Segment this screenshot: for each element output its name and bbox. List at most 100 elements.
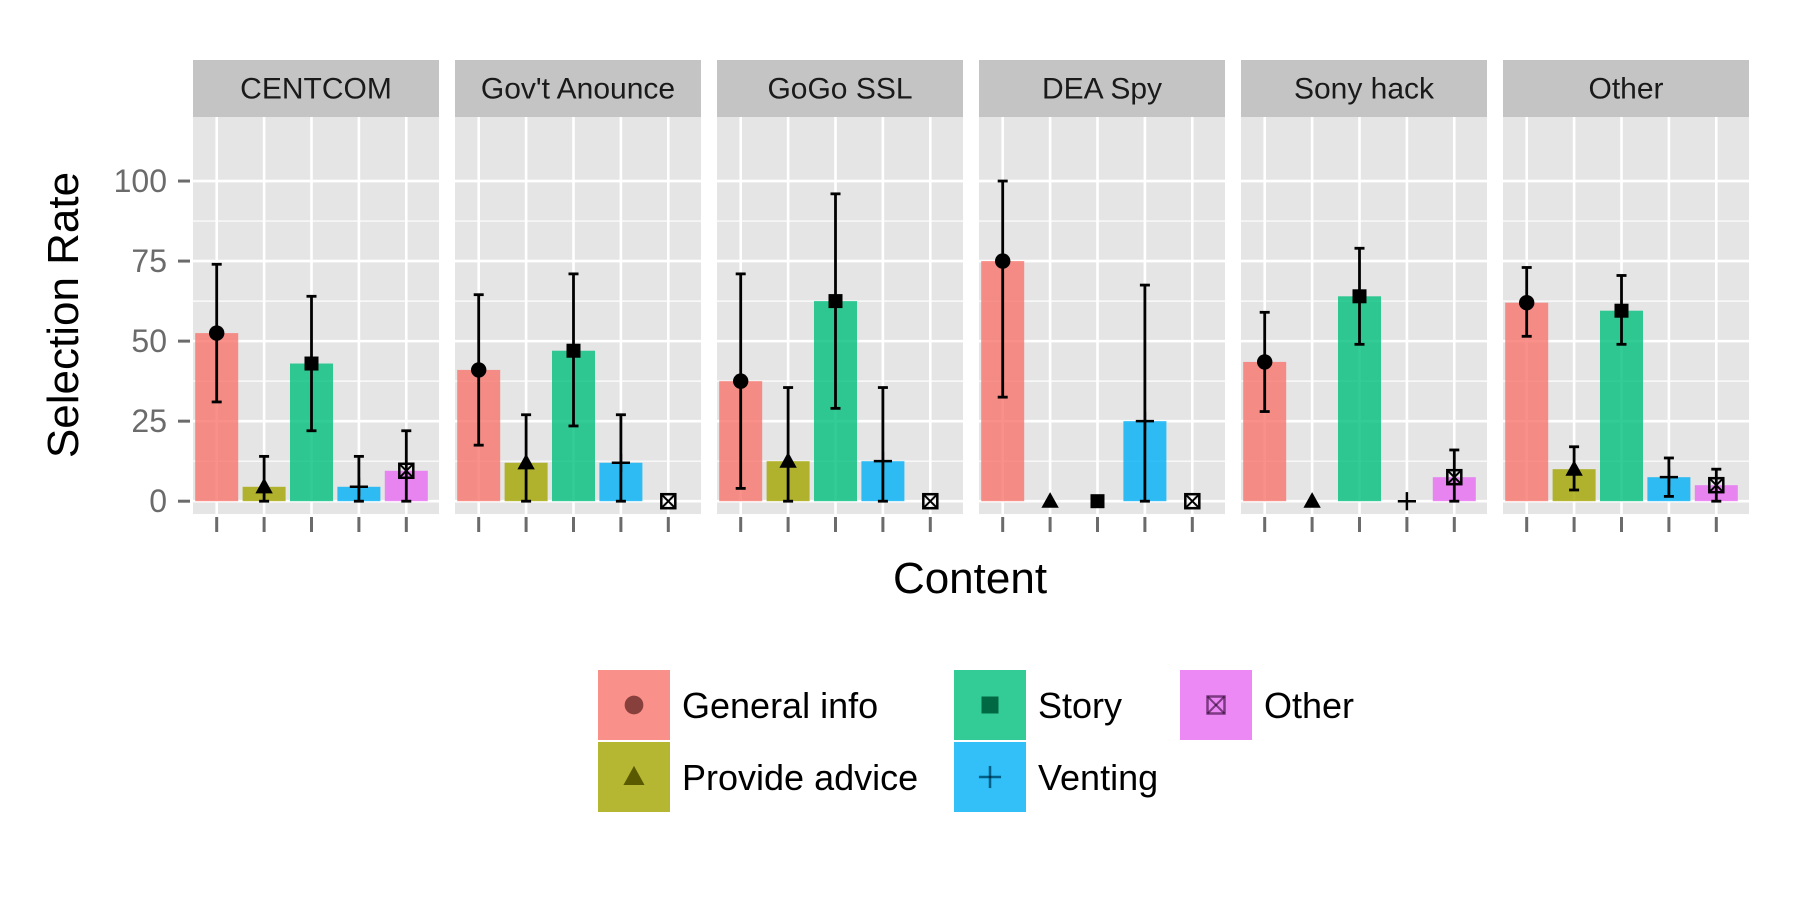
- y-tick-label: 25: [131, 403, 167, 439]
- legend-label: General info: [682, 685, 878, 726]
- facet-gov-t-anounce: Gov't Anounce: [455, 60, 701, 532]
- y-tick-label: 50: [131, 323, 167, 359]
- point-provide-advice: [517, 453, 535, 470]
- point-other-d2: [1708, 477, 1725, 493]
- error-bar-venting: [877, 386, 888, 503]
- facet-title: GoGo SSL: [767, 73, 912, 106]
- facet-strip: [1241, 60, 1487, 117]
- point-story: [304, 356, 319, 371]
- point-other: [398, 462, 415, 480]
- error-bar-venting: [1139, 283, 1150, 503]
- point-other-box: [660, 492, 677, 510]
- point-provide-advice: [255, 477, 273, 494]
- error-bar-general-info: [997, 179, 1008, 399]
- point-general-info: [1519, 294, 1535, 311]
- point-story: [1352, 289, 1367, 304]
- legend-marker: [978, 765, 1002, 789]
- facet-gogo-ssl: GoGo SSL: [717, 60, 963, 532]
- facet-dea-spy: DEA Spy: [979, 60, 1225, 532]
- point-other-d2: [1446, 469, 1463, 485]
- y-axis-title: Selection Rate: [39, 172, 88, 458]
- facet-strip: [193, 60, 439, 117]
- panels: CENTCOM Gov't Anounce GoGo SSL DEA Spy Sony …: [193, 60, 1749, 532]
- y-tick-label: 0: [149, 483, 167, 519]
- legend-item-story: Story: [954, 670, 1122, 740]
- point-other-d2: [922, 493, 939, 509]
- point-venting: [611, 453, 630, 472]
- legend-marker-shade-box: [1206, 695, 1226, 715]
- legend-label: Story: [1038, 685, 1122, 726]
- facet-centcom: CENTCOM: [193, 60, 439, 532]
- point-story: [566, 343, 581, 358]
- facet-other: Other: [1503, 60, 1749, 532]
- legend-marker-shade: [978, 765, 1002, 789]
- point-venting: [1135, 412, 1154, 431]
- legend-item-provide-advice: Provide advice: [598, 742, 918, 812]
- point-other: [1184, 492, 1201, 510]
- point-other: [922, 492, 939, 510]
- legend-marker-d2: [1206, 695, 1226, 715]
- legend-marker-shade: [1206, 695, 1226, 715]
- facet-title: Other: [1588, 73, 1663, 106]
- point-other: [1446, 468, 1463, 486]
- error-bar-other: [1449, 448, 1460, 503]
- y-tick-label: 100: [114, 163, 167, 199]
- facet-strip: [455, 60, 701, 117]
- legend-marker-shade: [624, 695, 644, 715]
- point-other: [1708, 476, 1725, 494]
- point-other-box: [922, 492, 939, 510]
- x-axis-title: Content: [893, 554, 1047, 603]
- legend-item-other: Other: [1180, 670, 1354, 740]
- point-venting: [873, 452, 892, 471]
- legend-marker: [623, 765, 645, 786]
- legend-marker-box: [1206, 695, 1226, 715]
- point-other-d2: [660, 493, 677, 509]
- facet-title: Gov't Anounce: [481, 73, 675, 106]
- legend-label: Venting: [1038, 757, 1158, 798]
- point-story: [1614, 303, 1629, 318]
- point-venting: [1659, 468, 1678, 487]
- point-general-info: [1257, 354, 1273, 370]
- legend-label: Other: [1264, 685, 1354, 726]
- legend-marker-shade: [623, 765, 645, 786]
- point-provide-advice: [779, 452, 797, 468]
- point-general-info: [471, 362, 487, 378]
- error-bar-other: [401, 429, 412, 503]
- point-provide-advice: [1041, 492, 1059, 508]
- point-venting: [349, 477, 368, 496]
- point-venting: [1397, 492, 1416, 511]
- legend-marker: [624, 695, 644, 715]
- point-story: [828, 294, 843, 309]
- point-provide-advice: [1565, 460, 1583, 476]
- point-general-info: [733, 373, 749, 389]
- facet-strip: [1503, 60, 1749, 117]
- point-other-d2: [398, 463, 415, 479]
- legend-item-venting: Venting: [954, 742, 1158, 812]
- y-tick-label: 75: [131, 243, 167, 279]
- legend-label: Provide advice: [682, 757, 918, 798]
- point-other-box: [1446, 468, 1463, 486]
- facet-strip: [979, 60, 1225, 117]
- legend: General info Provide advice Story Venting Ot…: [598, 670, 1354, 812]
- legend-marker: [981, 696, 999, 714]
- facet-title: Sony hack: [1294, 73, 1435, 106]
- facet-title: DEA Spy: [1042, 73, 1162, 106]
- point-other-d2: [1184, 493, 1201, 509]
- facet-title: CENTCOM: [240, 73, 392, 106]
- legend-marker: [1206, 695, 1226, 715]
- point-other-box: [1184, 492, 1201, 510]
- facet-strip: [717, 60, 963, 117]
- point-general-info: [995, 253, 1011, 269]
- point-other: [660, 492, 677, 510]
- legend-marker-shade-d1: [1206, 695, 1226, 715]
- y-axis: 0 25 50 75 100: [114, 163, 190, 519]
- facet-sony-hack: Sony hack: [1241, 60, 1487, 532]
- legend-item-general-info: General info: [598, 670, 878, 740]
- point-story: [1090, 494, 1105, 509]
- point-other-box: [398, 462, 415, 480]
- legend-marker-shade: [981, 696, 999, 714]
- error-bar-provide-advice: [783, 386, 794, 503]
- legend-marker-shade-d2: [1206, 695, 1226, 715]
- point-general-info: [209, 325, 225, 341]
